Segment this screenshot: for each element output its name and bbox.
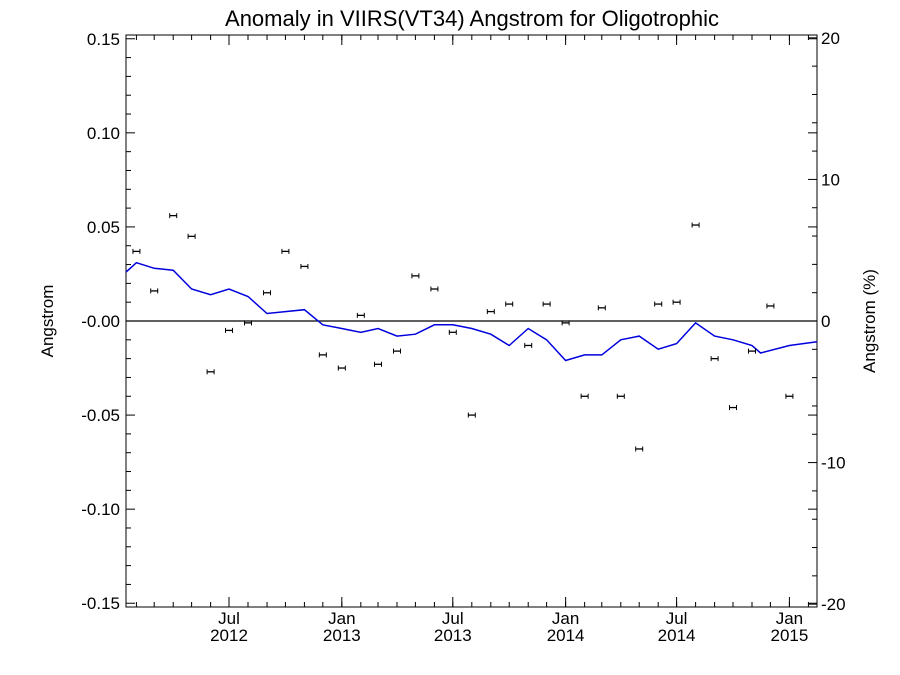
y2-tick-labels: 20 10 0 -10 -20 [821, 29, 846, 614]
x-tick-label-year: 2014 [658, 626, 696, 645]
anomaly-point [616, 393, 625, 399]
anomaly-point [318, 352, 327, 358]
x-tick-label-month: Jan [328, 609, 355, 628]
anomaly-point [169, 213, 178, 219]
y-axis-label: Angstrom [38, 285, 57, 358]
anomaly-point [300, 263, 309, 269]
anomaly-point [356, 312, 365, 318]
y-tick-label: -0.05 [81, 406, 120, 425]
anomaly-point [150, 288, 159, 294]
anomaly-point [281, 248, 290, 254]
y-tick-label: 0.15 [87, 30, 120, 49]
anomaly-point [635, 446, 644, 452]
anomaly-point [206, 369, 215, 375]
anomaly-point [373, 361, 382, 367]
anomaly-point [448, 329, 457, 335]
anomaly-point [132, 248, 141, 254]
anomaly-point [337, 365, 346, 371]
x-tick-label-month: Jan [552, 609, 579, 628]
anomaly-point [654, 301, 663, 307]
anomaly-point [542, 301, 551, 307]
y2-tick-label: -20 [821, 595, 846, 614]
anomaly-point [430, 286, 439, 292]
x-tick-label-year: 2013 [323, 626, 361, 645]
x-tick-labels: Jul2012Jan2013Jul2013Jan2014Jul2014Jan20… [210, 609, 808, 645]
anomaly-trend-line-group [125, 261, 818, 362]
y-tick-labels: 0.15 0.10 0.05 -0.00 -0.05 -0.10 -0.15 [81, 30, 120, 613]
anomaly-point [597, 305, 606, 311]
y2-axis-label: Angstrom (%) [860, 269, 879, 373]
anomaly-point [225, 327, 234, 333]
anomaly-point [505, 301, 514, 307]
anomaly-point [691, 222, 700, 228]
x-tick-label-month: Jul [442, 609, 464, 628]
anomaly-point [710, 356, 719, 362]
y2-tick-label: 0 [821, 312, 830, 331]
anomaly-point [467, 412, 476, 418]
anomaly-point [672, 299, 681, 305]
chart-title: Anomaly in VIIRS(VT34) Angstrom for Olig… [225, 6, 719, 31]
x-tick-label-year: 2015 [770, 626, 808, 645]
anomaly-point [524, 342, 533, 348]
anomaly-trend-line [125, 261, 818, 362]
anomaly-point [748, 348, 757, 354]
y-tick-label: 0.10 [87, 124, 120, 143]
x-tick-label-year: 2012 [210, 626, 248, 645]
anomaly-point [486, 309, 495, 315]
y2-tick-label: 20 [821, 29, 840, 48]
anomaly-points-group [132, 213, 794, 452]
anomaly-point [766, 303, 775, 309]
anomaly-point [785, 393, 794, 399]
anomaly-point [580, 393, 589, 399]
x-tick-label-year: 2013 [434, 626, 472, 645]
anomaly-point [187, 233, 196, 239]
x-tick-label-year: 2014 [547, 626, 585, 645]
y-tick-label: -0.10 [81, 500, 120, 519]
y2-tick-label: -10 [821, 454, 846, 473]
anomaly-point [263, 290, 272, 296]
anomaly-point [393, 348, 402, 354]
anomaly-point [244, 320, 253, 326]
x-tick-label-month: Jan [776, 609, 803, 628]
anomaly-point [561, 320, 570, 326]
x-tick-label-month: Jul [218, 609, 240, 628]
y-tick-label: -0.15 [81, 594, 120, 613]
y-tick-label: 0.05 [87, 218, 120, 237]
y2-tick-label: 10 [821, 170, 840, 189]
axis-ticks [126, 35, 817, 607]
anomaly-point [411, 273, 420, 279]
x-tick-label-month: Jul [666, 609, 688, 628]
y-tick-label: -0.00 [81, 312, 120, 331]
anomaly-point [729, 405, 738, 411]
